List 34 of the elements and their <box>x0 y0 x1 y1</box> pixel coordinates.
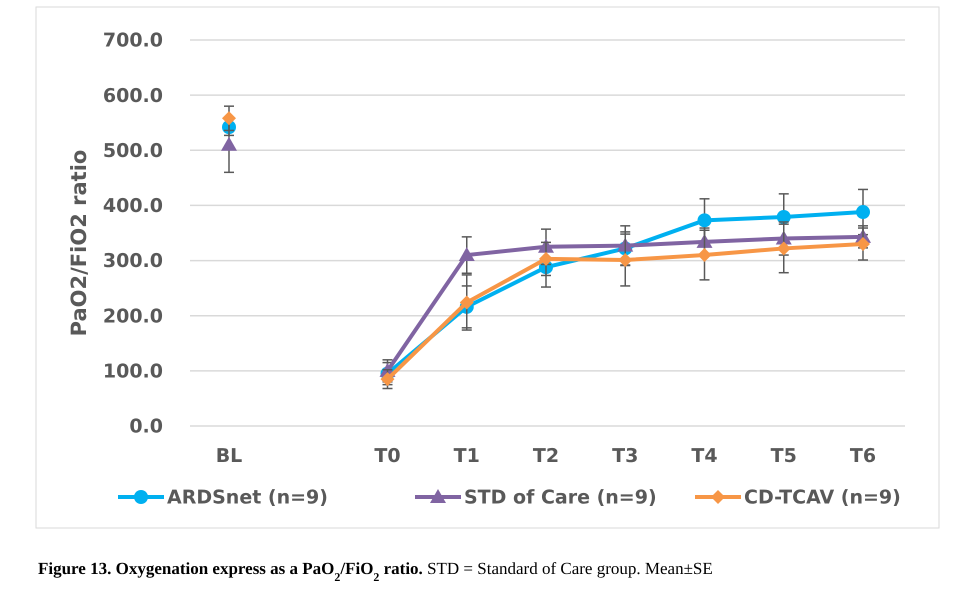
x-tick-label: T0 <box>374 445 401 467</box>
text: STD = Standard of Care group. Mean±SE <box>427 559 713 578</box>
y-tick-label: 600.0 <box>102 84 163 107</box>
x-tick-label: T1 <box>454 445 480 467</box>
point <box>460 295 474 310</box>
point <box>856 205 870 220</box>
x-tick-label: T3 <box>612 445 638 467</box>
y-tick-label: 300.0 <box>102 250 163 272</box>
point <box>539 252 553 266</box>
y-tick-label: 400.0 <box>102 195 163 218</box>
point <box>698 213 712 228</box>
y-tick-label: 0.0 <box>129 416 163 438</box>
x-tick-label: T6 <box>850 445 876 467</box>
legend-label: STD of Care (n=9) <box>464 486 657 509</box>
point <box>776 241 791 256</box>
legend-label: ARDSnet (n=9) <box>167 486 328 509</box>
x-tick-label: T4 <box>691 445 718 467</box>
point <box>618 253 632 268</box>
x-tick-label: T2 <box>532 445 560 467</box>
point <box>222 111 236 126</box>
point <box>458 247 475 262</box>
point <box>221 136 237 151</box>
y-axis-title: PaO2/FiO2 ratio <box>67 150 91 336</box>
caption: Figure 13. Oxygenation express as a PaO$_{2}$/FiO$_{2}$ ratio. <box>38 559 423 584</box>
y-tick-label: 200.0 <box>102 305 163 328</box>
point <box>380 372 394 386</box>
point <box>856 237 870 252</box>
y-tick-label: 700.0 <box>102 30 163 52</box>
point <box>698 248 712 262</box>
y-tick-label: 100.0 <box>102 360 163 383</box>
x-tick-label: T5 <box>770 445 797 467</box>
legend-label: CD-TCAV (n=9) <box>744 486 901 509</box>
x-tick-label: BL <box>216 445 242 467</box>
y-tick-label: 500.0 <box>102 140 163 162</box>
